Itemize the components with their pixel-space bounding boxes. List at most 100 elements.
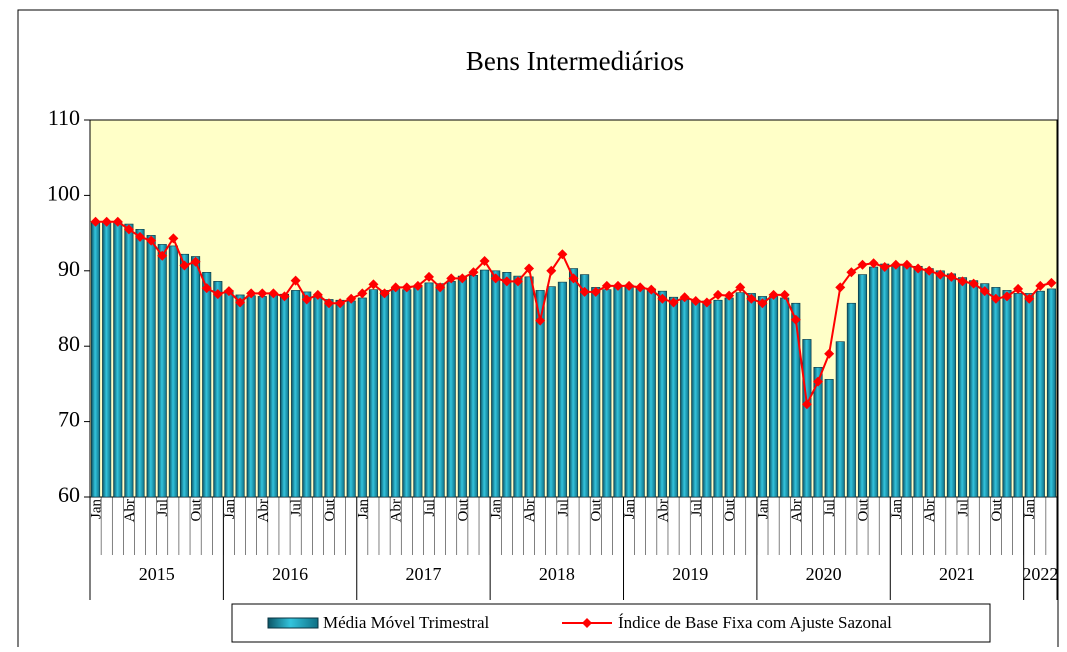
bar xyxy=(802,339,812,498)
bar xyxy=(1046,288,1056,498)
line-marker xyxy=(857,259,868,270)
line-marker xyxy=(135,231,146,242)
bar xyxy=(969,280,979,498)
bar xyxy=(346,300,356,498)
bar xyxy=(869,266,879,498)
line-marker xyxy=(301,294,312,305)
line-marker xyxy=(735,282,746,293)
bar xyxy=(135,229,145,498)
line-marker xyxy=(768,289,779,300)
line-marker xyxy=(146,235,157,246)
bar xyxy=(324,299,334,498)
bar xyxy=(179,253,190,498)
y-tick-label: 70 xyxy=(58,407,80,432)
line-marker xyxy=(112,216,123,227)
legend-label: Média Móvel Trimestral xyxy=(323,613,489,632)
bar xyxy=(769,296,779,498)
bar xyxy=(480,269,490,498)
x-tick-label: Jul xyxy=(689,499,705,517)
line-marker xyxy=(290,275,301,286)
line-marker xyxy=(868,258,879,269)
bar xyxy=(457,275,467,498)
x-tick-label: Jul xyxy=(555,499,571,517)
y-tick-label: 90 xyxy=(58,256,80,281)
bar xyxy=(391,287,401,498)
x-tick-label: Out xyxy=(989,498,1005,521)
y-tick-label: 60 xyxy=(58,482,80,507)
line-marker xyxy=(701,297,712,308)
bar xyxy=(257,296,267,498)
bar xyxy=(191,256,201,498)
line-marker xyxy=(546,265,557,276)
line-marker xyxy=(368,279,379,290)
bar xyxy=(780,297,790,498)
bar xyxy=(380,290,390,498)
line-marker xyxy=(579,286,590,297)
bar xyxy=(613,285,623,498)
bar xyxy=(157,244,167,498)
line-marker xyxy=(157,250,168,261)
x-tick-label: Out xyxy=(855,498,871,521)
bar xyxy=(713,299,723,498)
bar xyxy=(146,235,156,498)
line-marker xyxy=(924,265,935,276)
line-marker xyxy=(1024,293,1035,304)
line-marker xyxy=(646,284,657,295)
bar xyxy=(991,287,1001,498)
bar xyxy=(602,289,612,498)
line-marker xyxy=(990,293,1001,304)
bar xyxy=(291,290,301,498)
line-marker xyxy=(890,259,901,270)
y-tick-label: 110 xyxy=(48,105,80,130)
line-marker xyxy=(412,280,423,291)
bar xyxy=(891,265,901,498)
bar xyxy=(735,292,745,498)
legend-label: Índice de Base Fixa com Ajuste Sazonal xyxy=(618,613,892,632)
line-marker xyxy=(323,298,334,309)
x-tick-label: Abr xyxy=(389,499,405,522)
x-tick-label: Jan xyxy=(755,499,771,519)
line-marker xyxy=(479,255,490,266)
bar xyxy=(857,274,868,498)
line-marker xyxy=(179,260,190,271)
line-marker xyxy=(724,290,735,301)
bar xyxy=(746,293,756,498)
bar xyxy=(202,272,212,498)
bar xyxy=(91,221,101,498)
bar xyxy=(435,283,445,498)
x-tick-label: Jan xyxy=(222,499,238,519)
line-marker xyxy=(457,273,468,284)
line-marker xyxy=(568,273,579,284)
line-marker xyxy=(879,262,890,273)
bar xyxy=(368,289,378,498)
line-marker xyxy=(335,298,346,309)
x-tick-label: Out xyxy=(722,498,738,521)
line-marker xyxy=(779,289,790,300)
bar xyxy=(502,272,512,498)
line-marker xyxy=(901,259,912,270)
bar xyxy=(757,296,767,498)
line-marker xyxy=(524,263,535,274)
line-marker xyxy=(246,288,257,299)
x-tick-label: Jan xyxy=(622,499,638,519)
line-marker xyxy=(813,376,824,387)
x-tick-label: Jan xyxy=(889,499,905,519)
line-marker xyxy=(235,297,246,308)
line-marker xyxy=(446,273,457,284)
year-label: 2022 xyxy=(1022,564,1058,584)
bar xyxy=(168,245,178,498)
x-tick-label: Out xyxy=(589,498,605,521)
x-tick-label: Jul xyxy=(956,499,972,517)
x-tick-label: Out xyxy=(322,498,338,521)
line-marker xyxy=(1035,280,1046,291)
bar xyxy=(335,299,345,498)
bar xyxy=(624,284,634,498)
bar xyxy=(1002,290,1012,498)
line-marker xyxy=(913,263,924,274)
bar xyxy=(902,264,912,498)
bar xyxy=(491,270,501,498)
line-marker xyxy=(1013,283,1024,294)
x-tick-label: Abr xyxy=(922,499,938,522)
x-tick-label: Jul xyxy=(822,499,838,517)
bar xyxy=(413,286,423,498)
